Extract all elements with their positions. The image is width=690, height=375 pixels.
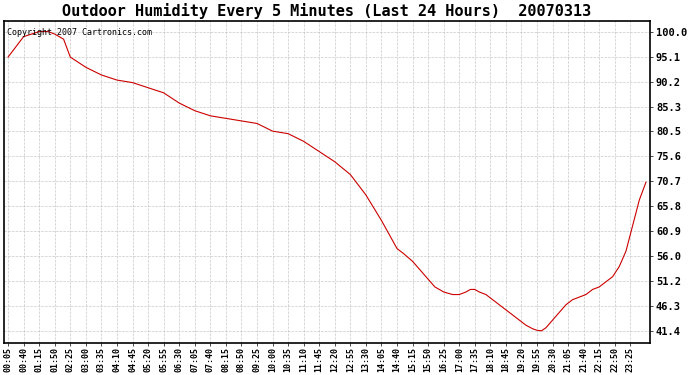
- Title: Outdoor Humidity Every 5 Minutes (Last 24 Hours)  20070313: Outdoor Humidity Every 5 Minutes (Last 2…: [62, 3, 591, 19]
- Text: Copyright 2007 Cartronics.com: Copyright 2007 Cartronics.com: [7, 28, 152, 37]
